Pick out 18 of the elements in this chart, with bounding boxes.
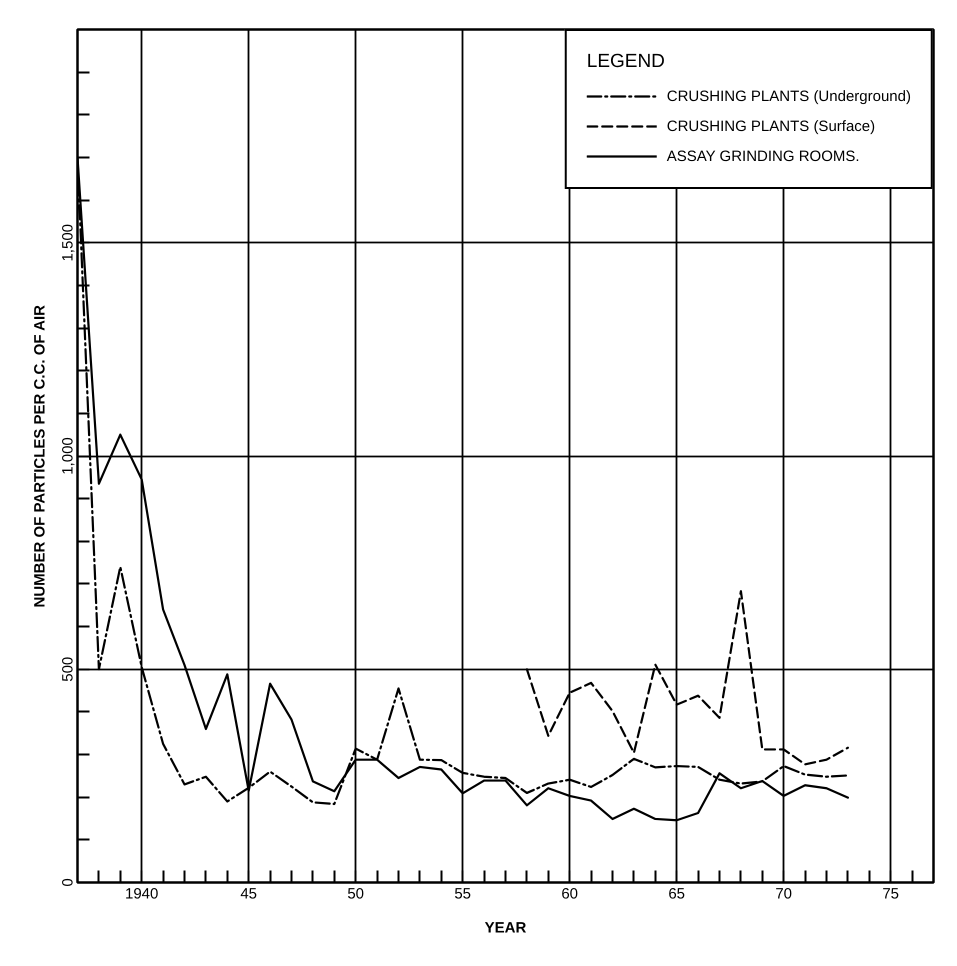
x-tick-label: 1940 <box>125 886 158 902</box>
legend-title: LEGEND <box>586 51 666 73</box>
y-axis-title: NUMBER OF PARTICLES PER C.C. OF AIR <box>32 304 48 608</box>
legend-label: CRUSHING PLANTS (Surface) <box>666 116 876 136</box>
y-tick-label: 0 <box>60 878 76 887</box>
x-tick-label: 50 <box>347 886 364 902</box>
y-tick-label: 500 <box>60 656 76 682</box>
x-tick-label: 65 <box>668 886 686 902</box>
y-tick-label: 1,500 <box>60 224 76 262</box>
legend-label: ASSAY GRINDING ROOMS. <box>666 146 860 166</box>
x-axis-title: YEAR <box>484 920 527 936</box>
x-tick-label: 45 <box>240 886 258 902</box>
x-tick-label: 75 <box>882 886 900 902</box>
x-tick-label: 55 <box>454 886 472 902</box>
y-tick-label: 1,000 <box>60 437 76 475</box>
x-tick-label: 70 <box>775 886 792 902</box>
legend-label: CRUSHING PLANTS (Underground) <box>666 86 911 106</box>
x-tick-label: 60 <box>561 886 578 902</box>
